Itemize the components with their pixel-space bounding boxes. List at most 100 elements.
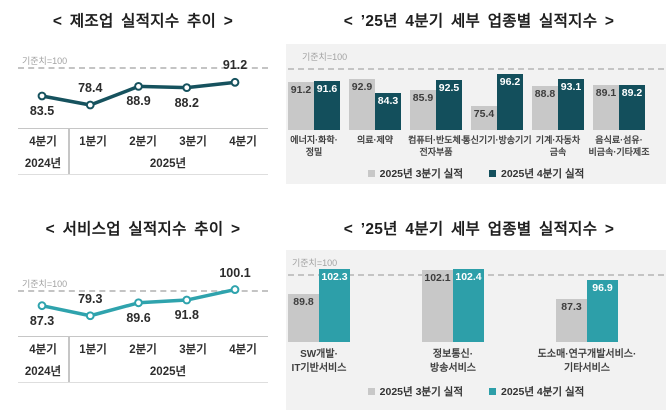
category-label-line: 에너지·화학· <box>290 135 338 145</box>
legend-item: 2025년 3분기 실적 <box>367 384 463 399</box>
point-value-label: 79.3 <box>78 291 103 306</box>
legend-label: 2025년 4분기 실적 <box>501 386 585 398</box>
legend: 2025년 3분기 실적 2025년 4분기 실적 <box>286 166 666 181</box>
bars-zone: 91.2 91.6 92.9 84.3 85.9 92.5 75.4 96.2 88.8 93.1… <box>286 66 666 130</box>
bar-chart-panel: 기준치=100 91.2 91.6 92.9 84.3 85.9 92.5 75.4 96.2 8… <box>286 44 666 184</box>
category-label-line: 정밀 <box>305 147 323 158</box>
bar-value-label: 84.3 <box>377 94 399 107</box>
bar: 92.9 <box>349 79 375 130</box>
x-axis-table: 4분기 1분기 2분기 3분기 4분기 2024년 2025년 <box>18 128 268 175</box>
bar: 85.9 <box>410 90 436 130</box>
year-label: 2025년 <box>149 366 187 378</box>
bar-group: 89.1 89.2 <box>593 84 645 130</box>
category-label-line: 비금속·기타제조 <box>588 147 650 158</box>
quarter-label: 4분기 <box>29 343 57 356</box>
bar-value-label: 92.9 <box>351 81 373 94</box>
legend-swatch <box>367 170 375 177</box>
bar-value-label: 93.1 <box>560 80 582 93</box>
bar-value-label: 88.8 <box>534 87 556 100</box>
data-point-marker <box>182 295 192 305</box>
data-point-marker <box>85 311 95 321</box>
baseline-dashed-line <box>18 289 268 292</box>
year-label: 2025년 <box>149 158 187 170</box>
baseline-dashed-line <box>18 66 268 69</box>
chart-title-manufacturing-detail: < ’25년 4분기 세부 업종별 실적지수 > <box>343 13 615 30</box>
category-label: 도소매·연구개발서비스· 기타서비스 <box>538 348 637 375</box>
category-label-line: 음식료·섬유· <box>595 135 643 145</box>
data-point-marker <box>37 91 47 101</box>
category-label: 정보통신· 방송서비스 <box>422 348 484 375</box>
bar-group: 75.4 96.2 <box>471 74 523 130</box>
data-point-marker <box>134 82 143 91</box>
point-value-label: 91.2 <box>222 58 248 73</box>
legend-label: 2025년 3분기 실적 <box>379 168 463 180</box>
bar-value-label: 89.1 <box>595 87 617 100</box>
chart-title-manufacturing-trend: < 제조업 실적지수 추이 > <box>52 13 234 30</box>
bar: 93.1 <box>558 78 584 130</box>
axis-divider <box>68 129 70 174</box>
quarter-label: 1분기 <box>79 135 107 148</box>
line-plot-area: 기준치=100 87.3 79.3 89.6 91.8 100.1 <box>18 256 268 336</box>
baseline-label: 기준치=100 <box>22 55 68 66</box>
manufacturing-detail-panel: < ’25년 4분기 세부 업종별 실적지수 > 기준치=100 91.2 91.6… <box>286 0 672 208</box>
bar-group: 91.2 91.6 <box>288 81 340 130</box>
category-label-line: 전자부품 <box>419 147 453 158</box>
bar-value-label: 87.3 <box>561 301 582 314</box>
chart-title-services-detail: < ’25년 4분기 세부 업종별 실적지수 > <box>343 221 615 238</box>
point-value-label: 83.5 <box>29 103 55 118</box>
bar: 87.3 <box>556 299 587 342</box>
legend-swatch <box>489 170 496 177</box>
quarter-row: 4분기 1분기 2분기 3분기 4분기 <box>18 337 268 360</box>
bar: 96.9 <box>587 280 618 342</box>
legend-swatch <box>367 388 375 395</box>
services-detail-chart: 기준치=100 89.8 102.3 102.1 102.4 87.3 96.9 SW개발· I… <box>286 208 672 416</box>
category-label-line: SW개발· <box>300 349 338 360</box>
data-point-marker <box>182 83 192 93</box>
category-label-line: 도소매·연구개발서비스· <box>537 349 637 360</box>
category-label-line: 기계·자동차 <box>535 135 581 145</box>
year-row: 2024년 2025년 <box>18 152 268 174</box>
services-trend-chart: 기준치=100 87.3 79.3 89.6 91.8 100.1 4분기 1분기 2분기 3분기… <box>0 208 286 416</box>
category-label: 통신기기·방송기기 <box>462 134 531 158</box>
x-axis-table: 4분기 1분기 2분기 3분기 4분기 2024년 2025년 <box>18 336 268 383</box>
bar: 89.2 <box>619 84 645 130</box>
year-label: 2024년 <box>24 366 62 378</box>
point-value-label: 88.9 <box>126 94 151 109</box>
category-labels-row: 에너지·화학· 정밀 의료·제약 컴퓨터·반도체· 전자부품 통신기기·방송기기 기계·자동… <box>286 134 666 158</box>
quarter-label: 4분기 <box>229 343 257 356</box>
category-label-line: 컴퓨터·반도체· <box>408 135 464 145</box>
category-label-line: 방송서비스 <box>430 362 476 374</box>
category-label-line: 정보통신· <box>432 349 474 360</box>
baseline-label: 기준치=100 <box>22 278 68 289</box>
bar: 91.2 <box>288 81 314 130</box>
category-label: 컴퓨터·반도체· 전자부품 <box>408 134 464 158</box>
quarter-label: 3분기 <box>179 343 207 356</box>
bar-value-label: 91.6 <box>316 83 338 96</box>
category-labels-row: SW개발· IT기반서비스 정보통신· 방송서비스 도소매·연구개발서비스· 기타서비스 <box>286 348 666 375</box>
category-label: SW개발· IT기반서비스 <box>288 348 350 375</box>
quarter-label: 2분기 <box>129 343 157 356</box>
bar: 75.4 <box>471 106 497 130</box>
bar-group: 102.1 102.4 <box>422 269 484 342</box>
quarter-label: 2분기 <box>129 135 157 148</box>
bar: 102.1 <box>422 269 453 342</box>
bar: 102.4 <box>453 269 484 342</box>
trend-line-svg <box>37 285 240 321</box>
bar: 91.6 <box>314 81 340 130</box>
manufacturing-trend-panel: < 제조업 실적지수 추이 > 기준치=100 83.5 78.4 88.9 88.2 9… <box>0 0 286 208</box>
bar: 89.8 <box>288 294 319 342</box>
bar-value-label: 102.3 <box>321 271 348 284</box>
baseline-dashed-line <box>288 68 664 71</box>
bar-group: 92.9 84.3 <box>349 79 401 130</box>
bar-group: 88.8 93.1 <box>532 78 584 130</box>
data-point-marker <box>85 100 95 110</box>
category-label-line: 의료·제약 <box>356 135 394 145</box>
point-value-label: 91.8 <box>174 308 199 323</box>
data-point-marker <box>37 301 47 311</box>
data-point-marker <box>230 77 240 87</box>
bars-zone: 89.8 102.3 102.1 102.4 87.3 96.9 <box>286 266 666 342</box>
bar-value-label: 89.8 <box>293 296 314 309</box>
category-label: 기계·자동차 금속 <box>532 134 584 158</box>
quarter-label: 3분기 <box>179 135 207 148</box>
